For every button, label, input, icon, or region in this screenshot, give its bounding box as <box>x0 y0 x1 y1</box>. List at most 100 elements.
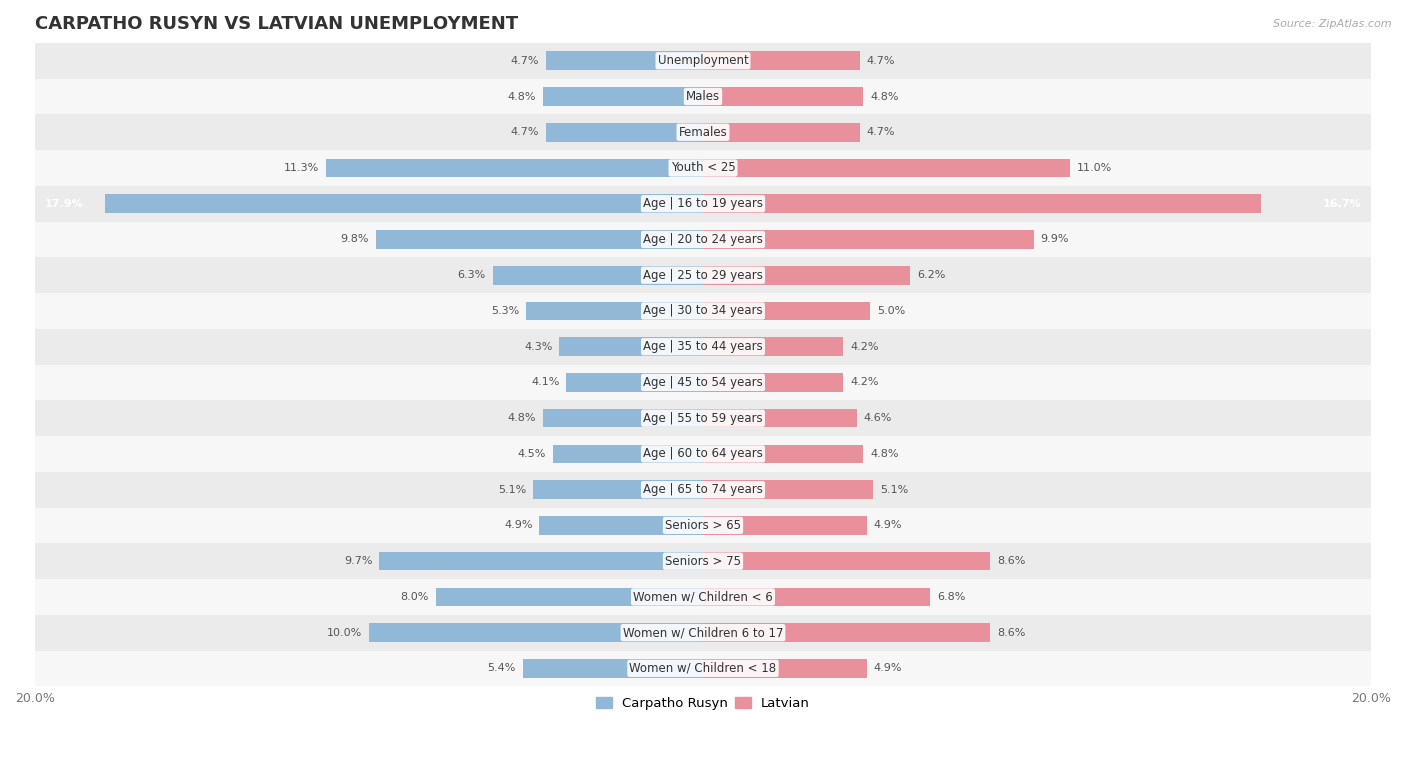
Bar <box>703 230 1033 249</box>
Bar <box>35 472 1371 507</box>
Bar <box>703 266 910 285</box>
Text: 5.4%: 5.4% <box>488 663 516 674</box>
Text: Females: Females <box>679 126 727 139</box>
Bar <box>703 587 931 606</box>
Text: Unemployment: Unemployment <box>658 55 748 67</box>
Bar <box>35 365 1371 400</box>
Text: Youth < 25: Youth < 25 <box>671 161 735 174</box>
Text: Males: Males <box>686 90 720 103</box>
Bar <box>35 114 1371 150</box>
Bar <box>523 659 703 678</box>
Bar <box>703 87 863 106</box>
Bar <box>380 552 703 571</box>
Text: Women w/ Children < 18: Women w/ Children < 18 <box>630 662 776 675</box>
Text: 10.0%: 10.0% <box>328 628 363 637</box>
Text: Seniors > 75: Seniors > 75 <box>665 555 741 568</box>
Bar <box>35 150 1371 186</box>
Text: 16.7%: 16.7% <box>1322 199 1361 209</box>
Bar <box>703 302 870 320</box>
Bar <box>35 222 1371 257</box>
Text: Age | 45 to 54 years: Age | 45 to 54 years <box>643 376 763 389</box>
Bar <box>326 159 703 177</box>
Text: Age | 65 to 74 years: Age | 65 to 74 years <box>643 483 763 496</box>
Bar <box>533 481 703 499</box>
Text: Age | 35 to 44 years: Age | 35 to 44 years <box>643 340 763 354</box>
Bar <box>436 587 703 606</box>
Bar <box>553 444 703 463</box>
Text: 4.7%: 4.7% <box>510 127 540 137</box>
Bar <box>492 266 703 285</box>
Text: 8.6%: 8.6% <box>997 628 1025 637</box>
Bar <box>540 516 703 534</box>
Bar <box>560 338 703 356</box>
Text: 8.0%: 8.0% <box>401 592 429 602</box>
Bar <box>375 230 703 249</box>
Text: 4.2%: 4.2% <box>851 378 879 388</box>
Text: Age | 25 to 29 years: Age | 25 to 29 years <box>643 269 763 282</box>
Text: 4.5%: 4.5% <box>517 449 546 459</box>
Text: 4.3%: 4.3% <box>524 341 553 352</box>
Text: 9.9%: 9.9% <box>1040 235 1069 245</box>
Bar <box>703 659 866 678</box>
Text: Age | 60 to 64 years: Age | 60 to 64 years <box>643 447 763 460</box>
Text: 9.8%: 9.8% <box>340 235 368 245</box>
Bar <box>703 159 1070 177</box>
Text: 4.8%: 4.8% <box>870 92 898 101</box>
Bar <box>526 302 703 320</box>
Bar <box>35 650 1371 687</box>
Text: 4.1%: 4.1% <box>531 378 560 388</box>
Text: 4.2%: 4.2% <box>851 341 879 352</box>
Text: 4.9%: 4.9% <box>505 520 533 531</box>
Text: Women w/ Children < 6: Women w/ Children < 6 <box>633 590 773 603</box>
Bar <box>703 516 866 534</box>
Bar <box>567 373 703 391</box>
Text: 5.1%: 5.1% <box>498 484 526 494</box>
Text: 6.3%: 6.3% <box>457 270 486 280</box>
Bar <box>703 409 856 428</box>
Text: 4.7%: 4.7% <box>866 56 896 66</box>
Bar <box>35 79 1371 114</box>
Text: 4.8%: 4.8% <box>870 449 898 459</box>
Bar <box>703 623 990 642</box>
Bar <box>543 409 703 428</box>
Text: 4.8%: 4.8% <box>508 92 536 101</box>
Text: 11.0%: 11.0% <box>1077 163 1112 173</box>
Text: 4.9%: 4.9% <box>873 520 901 531</box>
Bar <box>35 436 1371 472</box>
Bar <box>368 623 703 642</box>
Bar <box>703 338 844 356</box>
Bar <box>703 195 1261 213</box>
Text: 8.6%: 8.6% <box>997 556 1025 566</box>
Bar <box>35 257 1371 293</box>
Bar <box>703 481 873 499</box>
Bar <box>35 507 1371 544</box>
Text: Women w/ Children 6 to 17: Women w/ Children 6 to 17 <box>623 626 783 639</box>
Bar <box>105 195 703 213</box>
Text: CARPATHO RUSYN VS LATVIAN UNEMPLOYMENT: CARPATHO RUSYN VS LATVIAN UNEMPLOYMENT <box>35 15 517 33</box>
Text: Age | 30 to 34 years: Age | 30 to 34 years <box>643 304 763 317</box>
Text: 6.2%: 6.2% <box>917 270 945 280</box>
Bar <box>35 615 1371 650</box>
Bar <box>703 123 860 142</box>
Bar <box>546 51 703 70</box>
Text: 4.6%: 4.6% <box>863 413 891 423</box>
Text: Source: ZipAtlas.com: Source: ZipAtlas.com <box>1274 19 1392 29</box>
Bar <box>703 51 860 70</box>
Bar <box>35 544 1371 579</box>
Text: 5.1%: 5.1% <box>880 484 908 494</box>
Bar <box>543 87 703 106</box>
Text: 9.7%: 9.7% <box>344 556 373 566</box>
Text: 6.8%: 6.8% <box>936 592 965 602</box>
Text: 4.9%: 4.9% <box>873 663 901 674</box>
Text: Age | 16 to 19 years: Age | 16 to 19 years <box>643 198 763 210</box>
Text: Age | 55 to 59 years: Age | 55 to 59 years <box>643 412 763 425</box>
Bar <box>35 400 1371 436</box>
Bar <box>546 123 703 142</box>
Bar <box>703 552 990 571</box>
Bar <box>703 373 844 391</box>
Text: 5.3%: 5.3% <box>491 306 519 316</box>
Text: 4.8%: 4.8% <box>508 413 536 423</box>
Text: Age | 20 to 24 years: Age | 20 to 24 years <box>643 233 763 246</box>
Bar <box>35 579 1371 615</box>
Legend: Carpatho Rusyn, Latvian: Carpatho Rusyn, Latvian <box>591 691 815 715</box>
